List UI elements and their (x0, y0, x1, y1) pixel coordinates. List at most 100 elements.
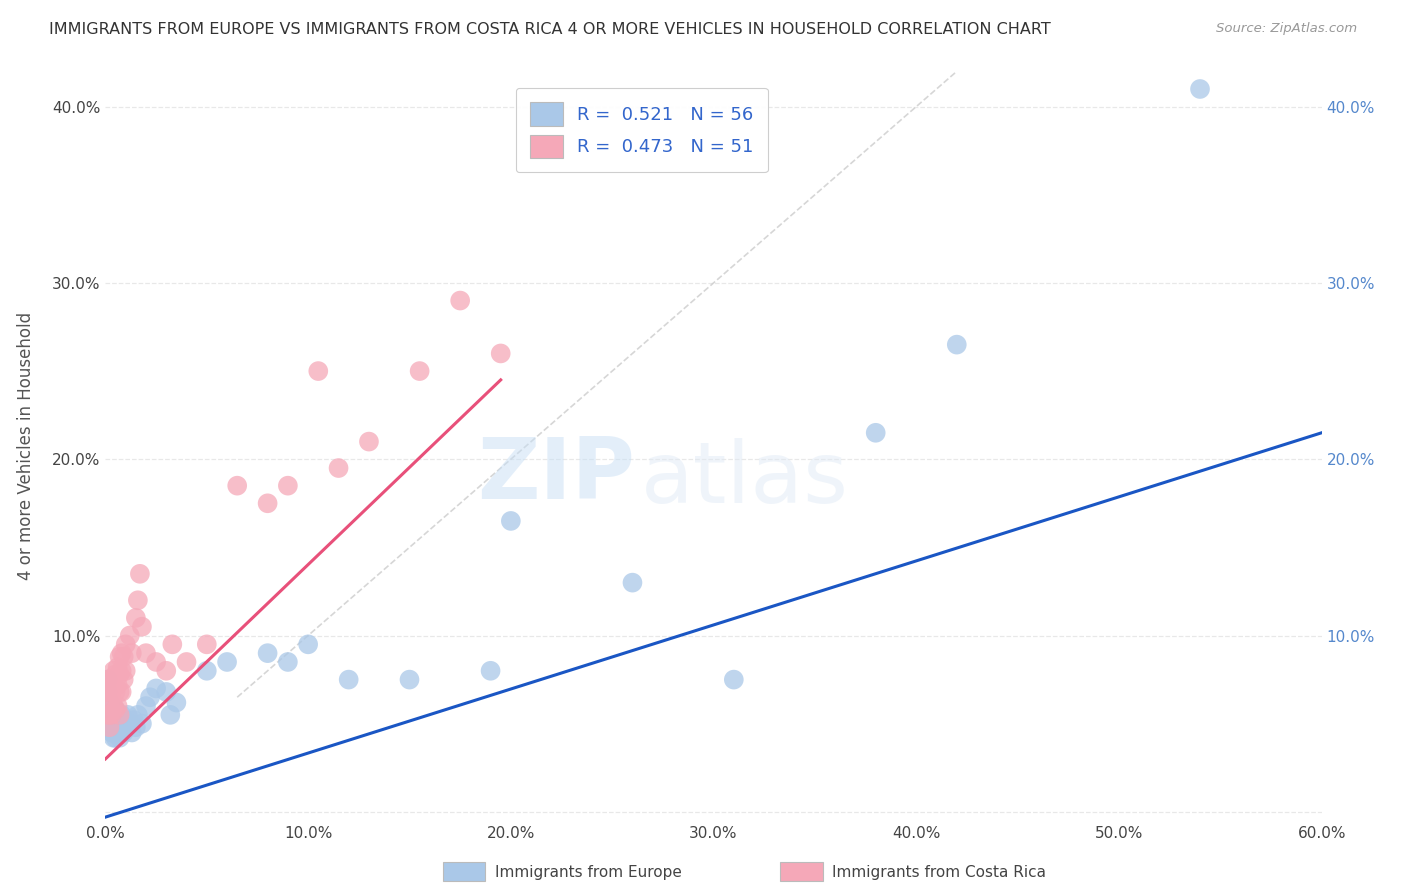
Point (107, 725, 129, 739)
Text: atlas: atlas (641, 438, 849, 521)
Point (104, 702, 127, 716)
Point (117, 707, 139, 722)
Point (165, 696, 187, 710)
Point (103, 731, 125, 745)
Point (621, 575, 644, 590)
Point (297, 637, 319, 651)
Point (256, 496, 278, 510)
Point (114, 720, 136, 734)
Point (111, 646, 134, 660)
Text: IMMIGRANTS FROM EUROPE VS IMMIGRANTS FROM COSTA RICA 4 OR MORE VEHICLES IN HOUSE: IMMIGRANTS FROM EUROPE VS IMMIGRANTS FRO… (49, 22, 1050, 37)
Point (176, 655, 198, 669)
Point (131, 620, 153, 634)
Point (125, 611, 148, 625)
Legend: R =  0.521   N = 56, R =  0.473   N = 51: R = 0.521 N = 56, R = 0.473 N = 51 (516, 88, 768, 172)
Point (195, 664, 218, 678)
Point (103, 664, 125, 678)
Point (104, 667, 127, 681)
Point (307, 364, 329, 378)
Point (104, 731, 127, 745)
Point (408, 364, 430, 378)
Point (155, 664, 177, 678)
Point (111, 720, 134, 734)
Point (98, 707, 121, 722)
Point (357, 434, 380, 449)
Point (108, 649, 131, 664)
Point (104, 702, 127, 716)
Point (195, 637, 218, 651)
Point (100, 720, 122, 734)
Text: ZIP: ZIP (477, 434, 634, 517)
Point (98, 696, 121, 710)
Point (139, 690, 162, 705)
Point (98, 696, 121, 710)
Point (112, 713, 135, 727)
Point (337, 673, 360, 687)
Point (125, 720, 148, 734)
Point (100, 725, 122, 739)
Y-axis label: 4 or more Vehicles in Household: 4 or more Vehicles in Household (17, 312, 35, 580)
Point (121, 646, 143, 660)
Point (1189, 82, 1212, 96)
Point (118, 716, 141, 731)
Point (162, 637, 184, 651)
Point (112, 725, 135, 739)
Point (159, 707, 181, 722)
Point (98, 707, 121, 722)
Point (111, 664, 134, 678)
Point (107, 660, 129, 674)
Point (107, 716, 129, 731)
Point (108, 707, 131, 722)
Point (100, 685, 122, 699)
Point (112, 649, 135, 664)
Point (865, 425, 887, 440)
Point (277, 655, 299, 669)
Point (328, 461, 350, 475)
Point (108, 720, 131, 734)
Point (145, 681, 167, 696)
Point (135, 646, 157, 660)
Point (108, 731, 131, 745)
Point (108, 685, 131, 699)
Point (107, 699, 129, 714)
Point (121, 725, 143, 739)
Point (96, 685, 118, 699)
Point (103, 716, 125, 731)
Point (114, 637, 136, 651)
Point (111, 707, 134, 722)
Point (449, 293, 471, 308)
Point (129, 566, 152, 581)
Text: Immigrants from Costa Rica: Immigrants from Costa Rica (832, 865, 1046, 880)
Point (103, 699, 125, 714)
Point (103, 707, 125, 722)
Point (127, 593, 149, 607)
Point (96, 685, 118, 699)
Point (98, 681, 121, 696)
Point (145, 655, 167, 669)
Point (945, 337, 967, 351)
Point (98, 720, 121, 734)
Point (96, 699, 118, 714)
Point (103, 678, 125, 692)
Point (135, 699, 157, 714)
Text: Immigrants from Europe: Immigrants from Europe (495, 865, 682, 880)
Point (100, 713, 122, 727)
Point (108, 667, 131, 681)
Point (489, 346, 512, 360)
Point (118, 628, 141, 642)
Point (98, 716, 121, 731)
Point (104, 713, 127, 727)
Point (217, 655, 239, 669)
Point (107, 707, 129, 722)
Point (155, 685, 177, 699)
Point (96, 707, 118, 722)
Point (398, 673, 420, 687)
Point (256, 646, 278, 660)
Point (499, 514, 522, 528)
Point (111, 685, 134, 699)
Point (96, 673, 118, 687)
Point (104, 685, 127, 699)
Point (114, 664, 136, 678)
Point (122, 713, 145, 727)
Point (103, 725, 125, 739)
